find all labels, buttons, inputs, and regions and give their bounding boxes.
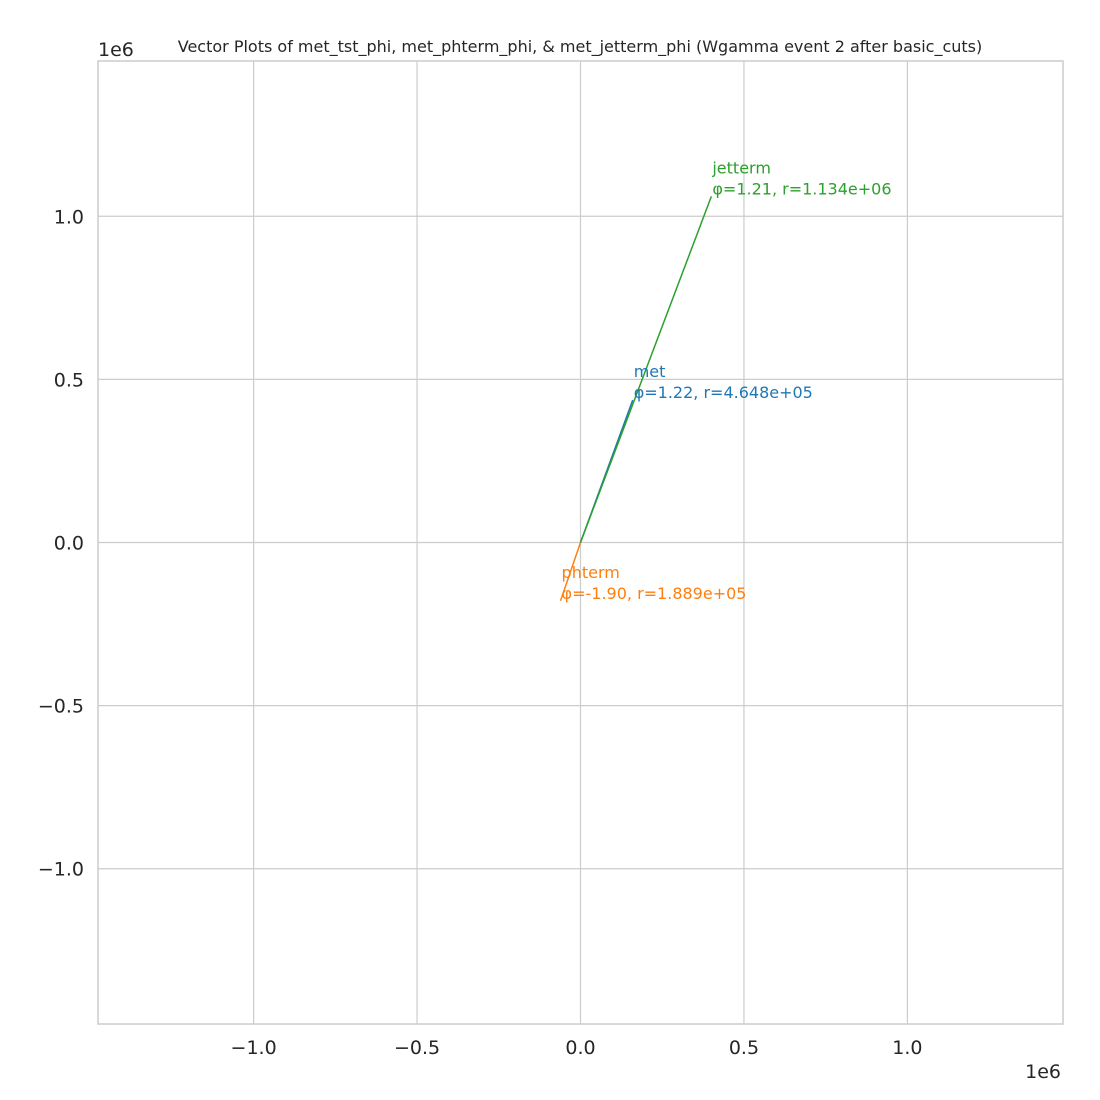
vector-value-met: φ=1.22, r=4.648e+05 [634, 383, 813, 402]
x-offset-label: 1e6 [1025, 1061, 1061, 1083]
y-tick-label: −1.0 [38, 859, 84, 881]
x-tick-label: −0.5 [394, 1037, 440, 1059]
vector-label-phterm: phterm [562, 563, 620, 582]
y-axis-ticks: −1.0 −0.5 0.0 0.5 1.0 [38, 206, 84, 880]
y-offset-label: 1e6 [98, 39, 134, 61]
x-tick-label: 0.0 [565, 1037, 595, 1059]
x-tick-label: 0.5 [729, 1037, 759, 1059]
y-tick-label: 0.5 [54, 369, 84, 391]
vector-jetterm [579, 196, 713, 543]
y-tick-label: 1.0 [54, 206, 84, 228]
vector-phterm [559, 542, 582, 602]
vector-labels: phterm φ=-1.90, r=1.889e+05 met φ=1.22, r=4… [562, 158, 892, 602]
vector-label-met: met [634, 362, 666, 381]
y-tick-label: 0.0 [54, 533, 84, 555]
vectors [559, 196, 713, 602]
y-tick-label: −0.5 [38, 696, 84, 718]
chart-title: Vector Plots of met_tst_phi, met_phterm_… [178, 37, 983, 57]
vector-value-jetterm: φ=1.21, r=1.134e+06 [712, 179, 891, 198]
vector-value-phterm: φ=-1.90, r=1.889e+05 [562, 584, 747, 603]
x-tick-label: 1.0 [892, 1037, 922, 1059]
vector-label-jetterm: jetterm [711, 158, 771, 177]
x-tick-label: −1.0 [231, 1037, 277, 1059]
plot-frame [97, 60, 1064, 1025]
x-axis-ticks: −1.0 −0.5 0.0 0.5 1.0 [231, 1037, 923, 1059]
